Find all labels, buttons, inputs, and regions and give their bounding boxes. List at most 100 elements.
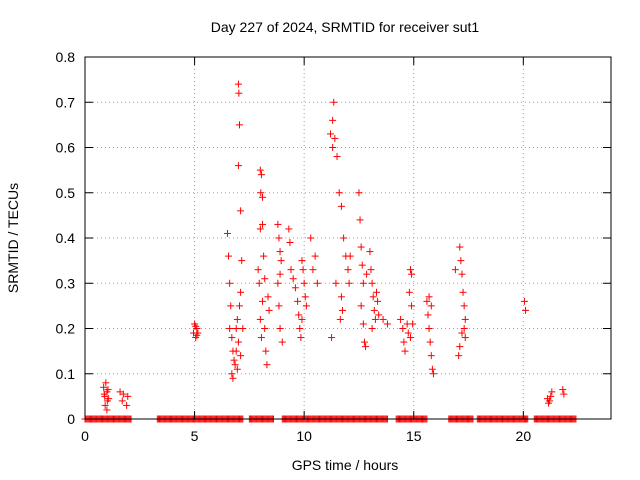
data-point <box>311 252 319 260</box>
data-point <box>451 266 459 274</box>
data-point <box>329 116 337 124</box>
data-point <box>237 288 245 296</box>
data-point <box>231 361 239 369</box>
data-point <box>298 257 306 265</box>
data-point <box>336 315 344 323</box>
data-point <box>372 288 380 296</box>
data-point <box>261 275 269 283</box>
data-point <box>300 279 308 287</box>
data-point <box>355 189 363 197</box>
data-point <box>236 121 244 129</box>
data-point <box>330 98 338 106</box>
data-point <box>119 390 127 398</box>
data-point <box>274 279 282 287</box>
data-point <box>360 338 368 346</box>
data-point <box>456 243 464 251</box>
data-point <box>546 397 554 405</box>
data-point <box>254 266 262 274</box>
grid-lines <box>85 57 611 419</box>
data-point <box>309 266 317 274</box>
data-point <box>375 311 383 319</box>
data-point <box>256 225 264 233</box>
data-point <box>423 297 431 305</box>
data-point <box>100 390 108 398</box>
data-point <box>383 320 391 328</box>
data-point <box>265 306 273 314</box>
data-point <box>259 297 267 305</box>
data-point <box>405 288 413 296</box>
data-point <box>337 293 345 301</box>
data-point <box>103 406 111 414</box>
data-point <box>124 392 132 400</box>
data-point <box>259 220 267 228</box>
data-point <box>362 343 370 351</box>
x-tick-label: 5 <box>191 428 199 444</box>
data-point <box>370 306 378 314</box>
data-point <box>329 144 337 151</box>
data-point <box>261 325 269 332</box>
data-point <box>458 270 466 278</box>
data-marks <box>81 80 580 423</box>
data-point <box>295 311 303 319</box>
data-point <box>459 288 467 296</box>
y-tick-label: 0.8 <box>56 49 76 65</box>
plot-frame <box>84 56 612 420</box>
data-point <box>326 130 334 138</box>
data-point <box>458 329 466 337</box>
data-point <box>264 293 272 301</box>
y-tick-label: 0.1 <box>56 366 76 382</box>
data-point <box>238 257 246 265</box>
data-point <box>345 279 353 287</box>
data-point <box>234 162 242 170</box>
data-point <box>461 315 469 323</box>
data-point <box>344 266 352 274</box>
data-point <box>522 306 530 314</box>
data-point <box>234 80 242 88</box>
data-point <box>192 322 200 330</box>
data-point <box>276 270 284 278</box>
data-point <box>397 315 405 323</box>
data-point <box>274 220 282 228</box>
data-point <box>101 401 109 409</box>
data-point <box>298 315 306 323</box>
data-point <box>461 334 469 342</box>
y-tick-label: 0.2 <box>56 321 76 337</box>
data-point <box>455 352 463 360</box>
data-point <box>234 338 242 346</box>
data-point <box>226 279 234 287</box>
data-point <box>356 216 364 224</box>
data-point <box>429 370 437 378</box>
data-point <box>460 325 468 332</box>
data-point <box>548 388 556 396</box>
data-point <box>547 392 555 400</box>
data-point <box>340 234 348 242</box>
data-point <box>104 386 112 394</box>
data-point <box>233 365 241 373</box>
data-point <box>426 338 434 346</box>
data-point <box>346 252 354 260</box>
data-point <box>400 338 408 346</box>
data-point <box>460 302 468 310</box>
data-point <box>427 302 435 310</box>
data-point <box>408 270 416 278</box>
data-point <box>333 153 341 161</box>
data-point <box>259 193 267 201</box>
data-point <box>379 315 387 323</box>
data-point <box>408 302 416 310</box>
data-point <box>357 302 365 310</box>
data-point <box>401 347 409 355</box>
data-point <box>368 279 376 287</box>
data-point <box>118 397 126 405</box>
data-point <box>302 302 310 310</box>
data-point <box>339 306 347 314</box>
x-tick-label: 10 <box>296 428 312 444</box>
data-point <box>229 374 237 382</box>
data-point <box>289 275 297 283</box>
data-point <box>363 270 371 278</box>
data-point <box>406 266 414 274</box>
data-point <box>406 334 414 342</box>
data-point <box>358 261 366 269</box>
data-point <box>520 297 528 305</box>
data-point <box>256 166 264 174</box>
x-axis-label: GPS time / hours <box>292 457 399 473</box>
